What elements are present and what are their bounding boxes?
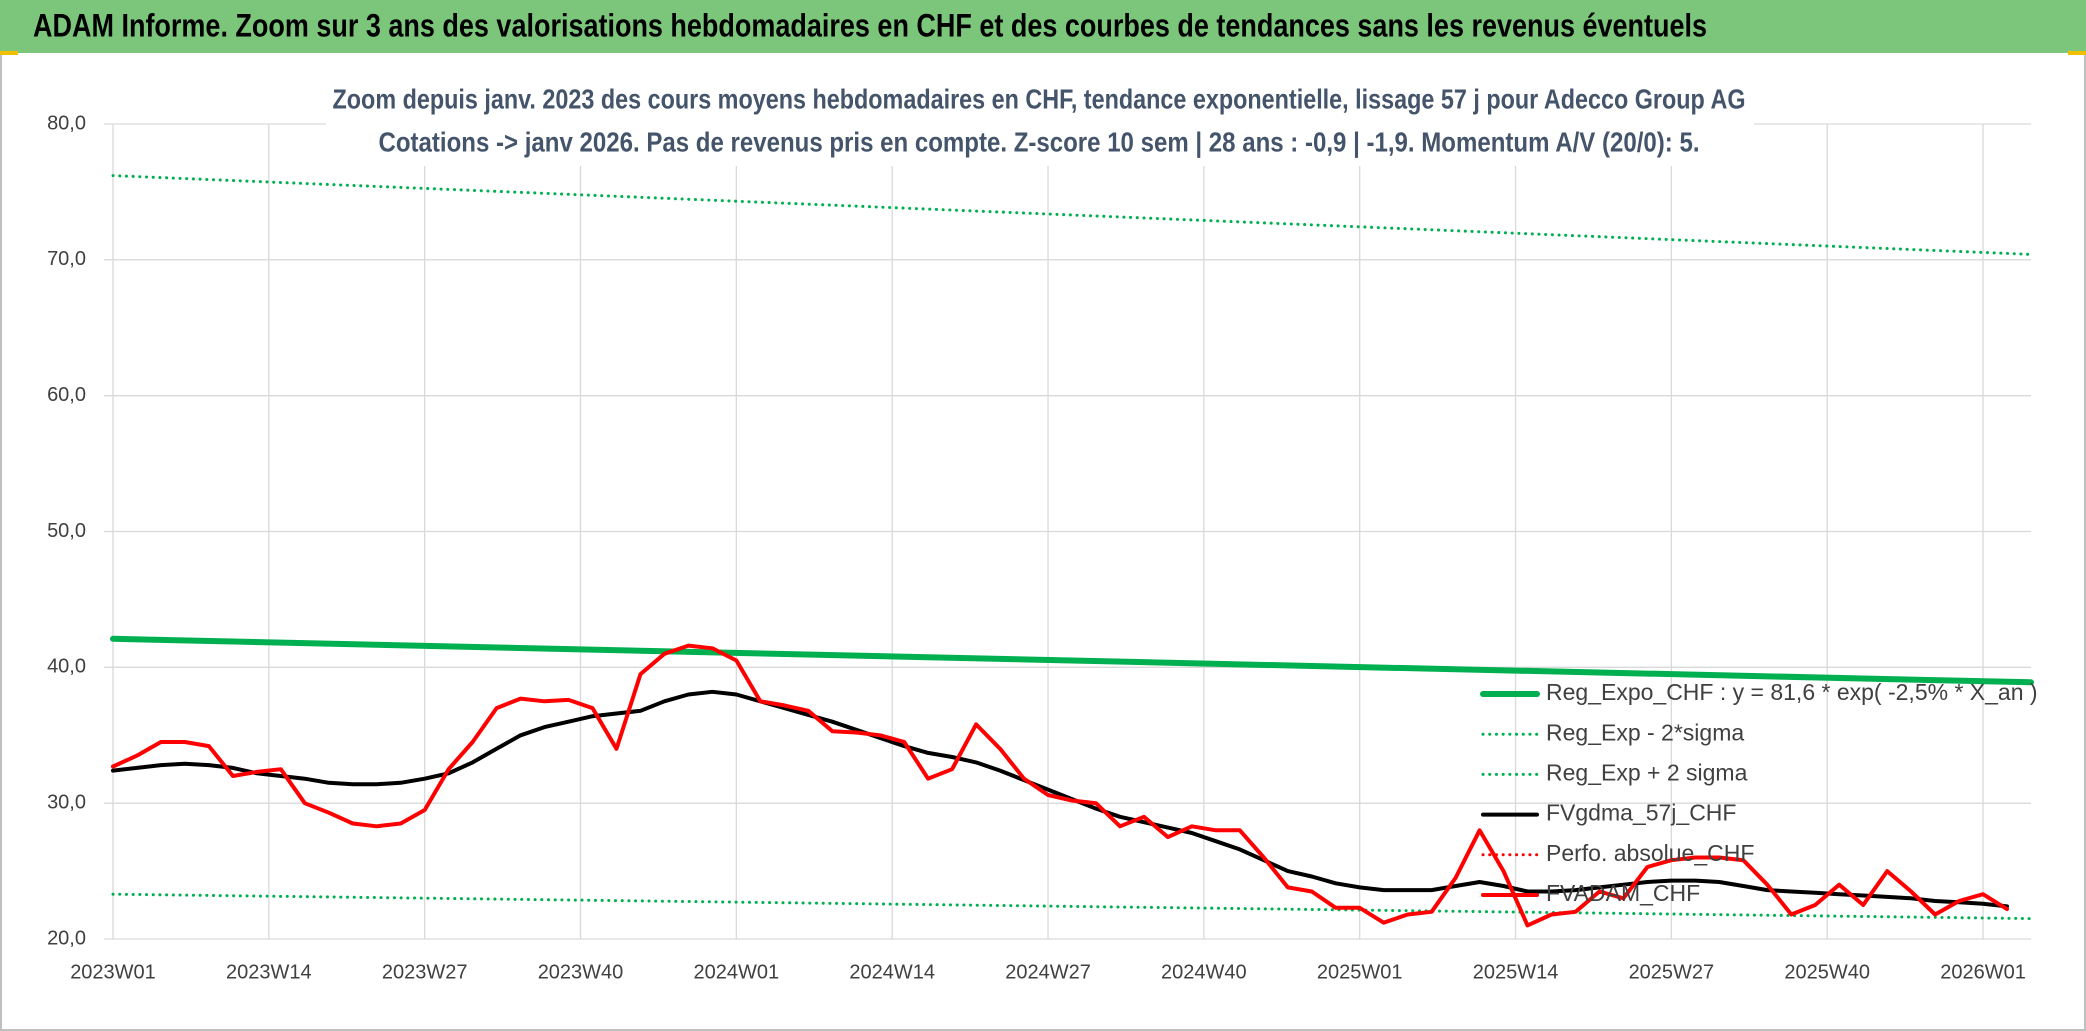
y-tick-label: 70,0 bbox=[47, 248, 86, 270]
legend: Reg_Expo_CHF : y = 81,6 * exp( -2,5% * X… bbox=[1480, 679, 2038, 906]
series-line bbox=[111, 892, 2033, 921]
header-title: ADAM Informe. Zoom sur 3 ans des valoris… bbox=[33, 7, 1707, 43]
x-tick-label: 2024W40 bbox=[1161, 961, 1247, 983]
legend-label: Reg_Expo_CHF : y = 81,6 * exp( -2,5% * X… bbox=[1546, 679, 2038, 705]
y-tick-label: 60,0 bbox=[47, 384, 86, 406]
x-tick-label: 2023W40 bbox=[538, 961, 624, 983]
y-tick-label: 50,0 bbox=[47, 520, 86, 542]
chart-subtitle: Cotations -> janv 2026. Pas de revenus p… bbox=[379, 126, 1700, 157]
x-tick-label: 2025W01 bbox=[1317, 961, 1403, 983]
y-tick-label: 40,0 bbox=[47, 656, 86, 678]
legend-label: Perfo. absolue_CHF bbox=[1546, 840, 1754, 866]
x-tick-label: 2023W01 bbox=[70, 961, 156, 983]
x-tick-label: 2025W27 bbox=[1629, 961, 1715, 983]
header-bar bbox=[0, 0, 2086, 53]
legend-label: FVgdma_57j_CHF bbox=[1546, 800, 1736, 826]
series-line bbox=[111, 643, 2009, 928]
corner-mark bbox=[0, 51, 18, 55]
x-tick-label: 2026W01 bbox=[1940, 961, 2026, 983]
legend-label: FVADAM_CHF bbox=[1546, 880, 1700, 906]
x-tick-label: 2025W40 bbox=[1784, 961, 1870, 983]
series-line bbox=[111, 689, 2009, 909]
x-tick-label: 2024W27 bbox=[1005, 961, 1091, 983]
legend-label: Reg_Exp - 2*sigma bbox=[1546, 719, 1744, 745]
y-tick-label: 80,0 bbox=[47, 112, 86, 134]
y-tick-label: 30,0 bbox=[47, 791, 86, 813]
x-tick-label: 2023W14 bbox=[226, 961, 312, 983]
corner-mark bbox=[2068, 51, 2086, 55]
title-background bbox=[326, 80, 1754, 166]
x-tick-label: 2023W27 bbox=[382, 961, 468, 983]
x-tick-label: 2024W01 bbox=[694, 961, 780, 983]
x-tick-label: 2025W14 bbox=[1473, 961, 1559, 983]
x-tick-label: 2024W14 bbox=[849, 961, 935, 983]
legend-label: Reg_Exp + 2 sigma bbox=[1546, 759, 1748, 785]
grid: 20,0 30,0 40,0 50,0 60,0 70,0 80,0 2023W01 2023W… bbox=[47, 112, 2031, 983]
plot-area bbox=[110, 174, 2034, 928]
y-tick-label: 20,0 bbox=[47, 927, 86, 949]
series-line bbox=[110, 635, 2034, 686]
chart-title: Zoom depuis janv. 2023 des cours moyens … bbox=[333, 83, 1746, 114]
